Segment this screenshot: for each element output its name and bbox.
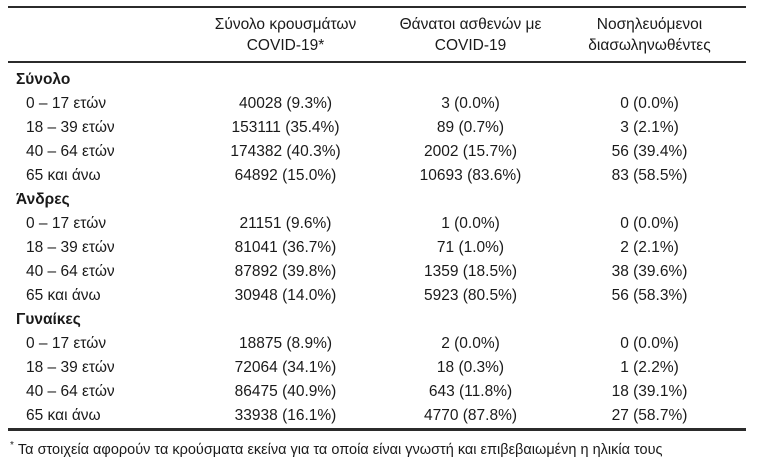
deaths-cell: 4770 (87.8%): [423, 407, 518, 424]
cases-cell: 153111 (35.4%): [231, 119, 340, 136]
cases-cell: 33938 (16.1%): [234, 407, 337, 424]
column-header-intubated: Νοσηλευόμενοι διασωληνωθέντες: [553, 7, 746, 63]
deaths-cell: 2 (0.0%): [441, 335, 500, 352]
intubated-cell: 83 (58.5%): [611, 167, 688, 184]
table-row: 18 – 39 ετών 81041 (36.7%) 71 (1.0%) 2 (…: [8, 236, 746, 260]
table-row: 65 και άνω 30948 (14.0%) 5923 (80.5%) 56…: [8, 284, 746, 308]
table-body: Σύνολο 0 – 17 ετών 40028 (9.3%) 3 (0.0%)…: [8, 62, 746, 430]
intubated-cell: 0 (0.0%): [620, 335, 679, 352]
header-row: Σύνολο κρουσμάτων COVID-19* Θάνατοι ασθε…: [8, 7, 746, 63]
column-header-deaths: Θάνατοι ασθενών με COVID-19: [388, 7, 553, 63]
header-empty-cell: [8, 7, 183, 63]
column-header-total-cases: Σύνολο κρουσμάτων COVID-19*: [183, 7, 388, 63]
footnote-marker: *: [10, 440, 14, 451]
table-row: 65 και άνω 33938 (16.1%) 4770 (87.8%) 27…: [8, 404, 746, 430]
group-row-men: Άνδρες: [8, 188, 746, 212]
group-row-total: Σύνολο: [8, 62, 746, 92]
deaths-cell: 5923 (80.5%): [423, 287, 518, 304]
intubated-cell: 56 (58.3%): [611, 287, 688, 304]
cases-cell: 72064 (34.1%): [234, 359, 337, 376]
intubated-cell: 3 (2.1%): [620, 119, 679, 136]
age-band-label: 18 – 39 ετών: [26, 119, 115, 136]
intubated-cell: 56 (39.4%): [611, 143, 688, 160]
deaths-cell: 3 (0.0%): [441, 95, 500, 112]
intubated-cell: 18 (39.1%): [611, 383, 688, 400]
group-label: Γυναίκες: [16, 311, 81, 328]
cases-cell: 30948 (14.0%): [234, 287, 337, 304]
deaths-cell: 89 (0.7%): [436, 119, 505, 136]
age-band-label: 40 – 64 ετών: [26, 263, 115, 280]
age-band-label: 0 – 17 ετών: [26, 215, 107, 232]
deaths-cell: 10693 (83.6%): [419, 167, 522, 184]
table-row: 40 – 64 ετών 86475 (40.9%) 643 (11.8%) 1…: [8, 380, 746, 404]
intubated-cell: 0 (0.0%): [620, 215, 679, 232]
column-header-line: Νοσηλευόμενοι: [596, 16, 703, 33]
column-header-line: Θάνατοι ασθενών με: [399, 16, 542, 33]
age-band-label: 0 – 17 ετών: [26, 95, 107, 112]
cases-cell: 21151 (9.6%): [239, 215, 332, 232]
age-band-label: 65 και άνω: [26, 167, 101, 184]
table-row: 0 – 17 ετών 40028 (9.3%) 3 (0.0%) 0 (0.0…: [8, 92, 746, 116]
cases-cell: 86475 (40.9%): [234, 383, 337, 400]
deaths-cell: 1359 (18.5%): [423, 263, 518, 280]
deaths-cell: 1 (0.0%): [441, 215, 500, 232]
table-row: 18 – 39 ετών 153111 (35.4%) 89 (0.7%) 3 …: [8, 116, 746, 140]
age-band-label: 65 και άνω: [26, 287, 101, 304]
intubated-cell: 0 (0.0%): [620, 95, 679, 112]
report-page: Σύνολο κρουσμάτων COVID-19* Θάνατοι ασθε…: [8, 6, 748, 460]
column-header-line: COVID-19: [434, 37, 507, 54]
footnote: * Τα στοιχεία αφορούν τα κρούσματα εκείνα…: [8, 436, 748, 460]
column-header-line: Σύνολο κρουσμάτων: [214, 16, 357, 33]
group-row-women: Γυναίκες: [8, 308, 746, 332]
deaths-cell: 2002 (15.7%): [423, 143, 518, 160]
table-row: 40 – 64 ετών 87892 (39.8%) 1359 (18.5%) …: [8, 260, 746, 284]
table-row: 65 και άνω 64892 (15.0%) 10693 (83.6%) 8…: [8, 164, 746, 188]
cases-cell: 40028 (9.3%): [238, 95, 333, 112]
cases-cell: 81041 (36.7%): [234, 239, 337, 256]
cases-cell: 87892 (39.8%): [234, 263, 337, 280]
table-row: 40 – 64 ετών 174382 (40.3%) 2002 (15.7%)…: [8, 140, 746, 164]
table-row: 18 – 39 ετών 72064 (34.1%) 18 (0.3%) 1 (…: [8, 356, 746, 380]
age-band-label: 0 – 17 ετών: [26, 335, 107, 352]
footnote-text: Τα στοιχεία αφορούν τα κρούσματα εκείνα …: [17, 441, 663, 458]
intubated-cell: 27 (58.7%): [611, 407, 688, 424]
age-band-label: 65 και άνω: [26, 407, 101, 424]
deaths-cell: 71 (1.0%): [436, 239, 505, 256]
deaths-cell: 18 (0.3%): [436, 359, 505, 376]
age-band-label: 18 – 39 ετών: [26, 359, 115, 376]
covid-age-sex-stats-table: Σύνολο κρουσμάτων COVID-19* Θάνατοι ασθε…: [8, 6, 746, 431]
intubated-cell: 38 (39.6%): [611, 263, 688, 280]
age-band-label: 18 – 39 ετών: [26, 239, 115, 256]
age-band-label: 40 – 64 ετών: [26, 383, 115, 400]
intubated-cell: 2 (2.1%): [620, 239, 679, 256]
table-row: 0 – 17 ετών 18875 (8.9%) 2 (0.0%) 0 (0.0…: [8, 332, 746, 356]
age-band-label: 40 – 64 ετών: [26, 143, 115, 160]
group-label: Άνδρες: [16, 191, 70, 208]
table-row: 0 – 17 ετών 21151 (9.6%) 1 (0.0%) 0 (0.0…: [8, 212, 746, 236]
cases-cell: 64892 (15.0%): [234, 167, 337, 184]
column-header-line: COVID-19*: [246, 37, 325, 54]
cases-cell: 174382 (40.3%): [230, 143, 341, 160]
group-label: Σύνολο: [16, 71, 71, 88]
cases-cell: 18875 (8.9%): [238, 335, 333, 352]
column-header-line: διασωληνωθέντες: [588, 37, 711, 54]
intubated-cell: 1 (2.2%): [620, 359, 679, 376]
deaths-cell: 643 (11.8%): [428, 383, 513, 400]
table-header: Σύνολο κρουσμάτων COVID-19* Θάνατοι ασθε…: [8, 7, 746, 63]
